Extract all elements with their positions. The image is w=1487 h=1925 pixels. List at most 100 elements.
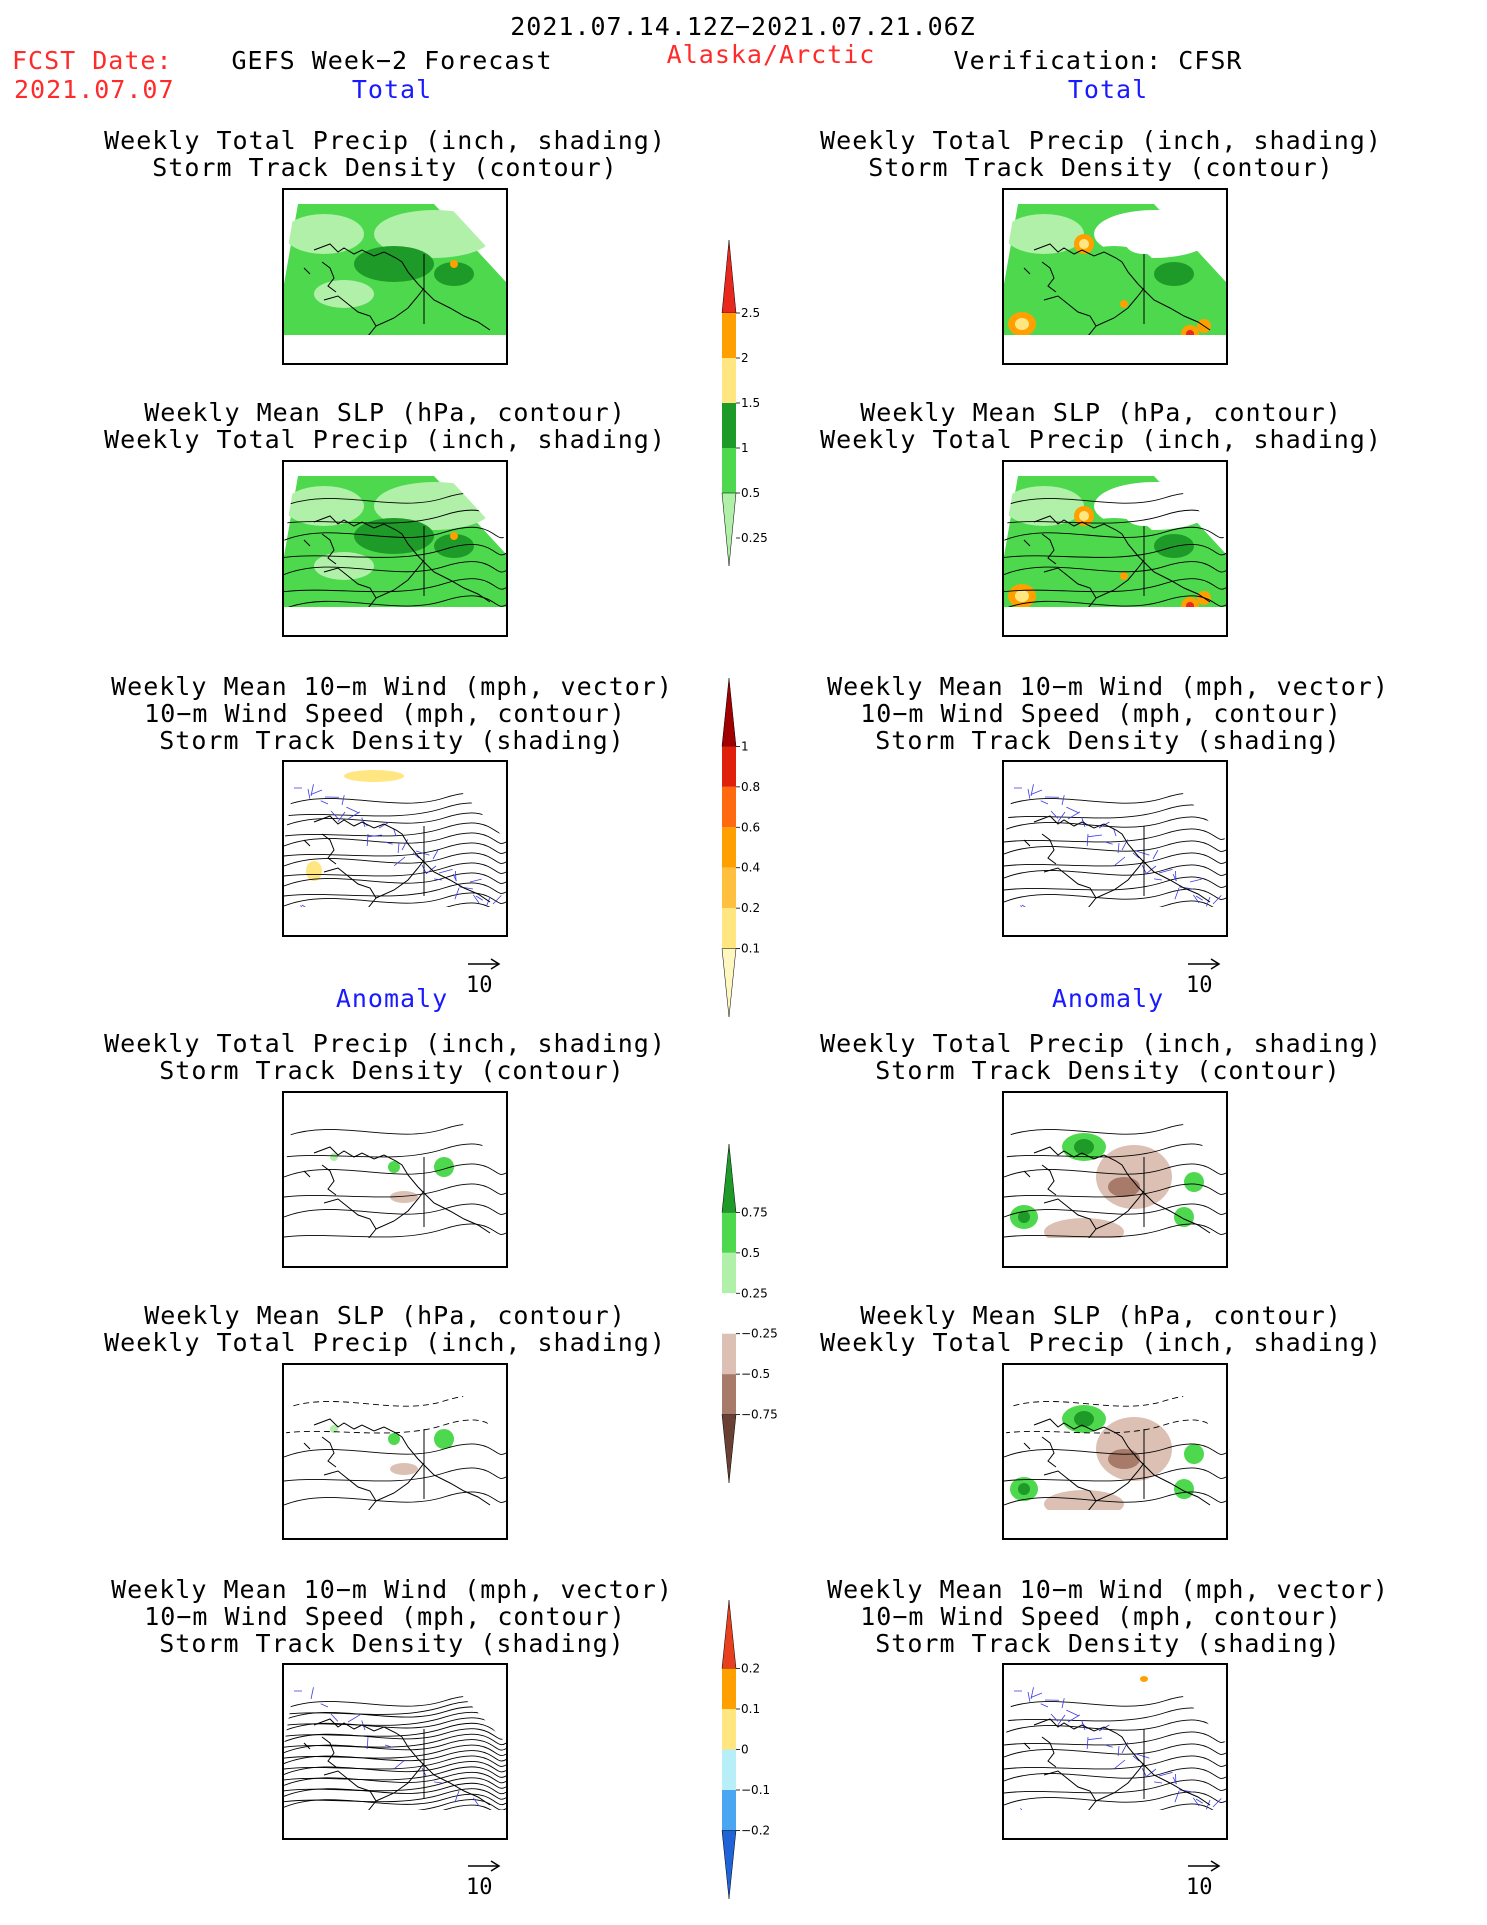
arrow-right-icon (1188, 958, 1221, 970)
contour-line (284, 1467, 506, 1482)
colorbar-label: 0.25 (741, 531, 768, 545)
wind-vector (1040, 1703, 1049, 1708)
wind-vector (454, 887, 460, 900)
wind-vector (1104, 1744, 1113, 1748)
panel-title: 10−m Wind Speed (mph, contour) (144, 1602, 626, 1631)
colorbar-swatch (722, 1212, 736, 1253)
shaded-area (1079, 511, 1089, 521)
shaded-area (1174, 1207, 1194, 1227)
contour-line (284, 561, 506, 575)
contour-line (284, 792, 506, 807)
coastline (375, 559, 425, 599)
contour-line (284, 1788, 506, 1803)
wind-vector (1172, 1776, 1177, 1785)
shaded-area (434, 534, 474, 558)
colorbar-swatch (722, 358, 736, 403)
colorbar-swatch (722, 786, 736, 828)
wind-vector (1057, 1714, 1066, 1725)
colorbar-swatch (721, 677, 737, 747)
colorbar-swatch (722, 1374, 736, 1415)
wind-vector (1088, 834, 1103, 838)
colorbar-label: 2 (741, 351, 749, 365)
contour-line (284, 544, 506, 558)
wind-vector (1206, 896, 1211, 907)
shaded-area (450, 532, 458, 540)
colorbar-label: 0.5 (741, 1246, 760, 1260)
wind-vector (1027, 1691, 1031, 1702)
colorbar-swatch (721, 492, 737, 567)
wind-vector (1135, 1753, 1150, 1759)
coastline (1023, 1436, 1057, 1468)
contour-line (284, 1804, 506, 1810)
wind-vector (1117, 842, 1120, 853)
coastline (1043, 867, 1097, 907)
coastline (313, 243, 491, 331)
wind-vector (1152, 850, 1159, 860)
panel-title: Weekly Total Precip (inch, shading) (104, 1029, 666, 1058)
wind-vector (368, 834, 383, 838)
wind-vector (301, 904, 314, 907)
wind-vector (1192, 1797, 1200, 1807)
coastline (1033, 1418, 1211, 1506)
wind-vector (483, 1814, 496, 1819)
coastline (1023, 261, 1057, 293)
contour-line (1004, 840, 1226, 855)
shaded-area (1120, 572, 1128, 580)
colorbar-label: −0.75 (741, 1408, 778, 1422)
wind-vector (393, 856, 406, 867)
coastline (323, 1470, 377, 1510)
map-total-slp-precip-forecast (282, 460, 508, 637)
wind-vector (1113, 856, 1126, 867)
wind-vector (1030, 789, 1043, 795)
contour-line (1004, 792, 1226, 807)
wind-vector (1203, 911, 1216, 916)
wind-vector (1179, 886, 1194, 890)
coastline (323, 867, 377, 907)
reference-vector-label: 10 (1186, 973, 1213, 998)
panel-title: Weekly Mean 10−m Wind (mph, vector) (827, 672, 1389, 701)
panel-title: Weekly Total Precip (inch, shading) (104, 425, 666, 454)
shaded-area (1074, 246, 1154, 282)
contour-line (1004, 828, 1226, 843)
coastline (1095, 1190, 1145, 1230)
shaded-area (1015, 590, 1029, 602)
contour-line (1004, 1491, 1226, 1506)
wind-vector (1113, 1759, 1126, 1770)
contour-line (284, 882, 506, 897)
panel-title: Storm Track Density (shading) (875, 726, 1341, 755)
shaded-area (1004, 214, 1084, 254)
contour-line (284, 1799, 506, 1810)
contour-line (284, 1761, 506, 1775)
colorbar-label: 2.5 (741, 306, 760, 320)
wind-vector (1206, 1799, 1211, 1810)
contour-line (1004, 1395, 1226, 1410)
coastline (1043, 567, 1097, 607)
colorbar-label: −0.5 (741, 1367, 770, 1381)
wind-vector (1192, 894, 1200, 904)
wind-vector (412, 852, 420, 859)
contour-line (284, 1744, 506, 1759)
coastline (1023, 533, 1057, 565)
wind-vector (1086, 833, 1089, 846)
wind-vector (320, 1703, 329, 1708)
colorbar-swatch (721, 1414, 737, 1484)
colorbar-label: 0.8 (741, 780, 760, 794)
reference-vector: 10 (1186, 1854, 1222, 1900)
wind-vector (341, 795, 345, 806)
shaded-area (1186, 602, 1194, 607)
coastline (303, 533, 337, 565)
contour-line (1004, 526, 1226, 541)
panel-title: Storm Track Density (contour) (159, 1056, 625, 1085)
contour-line (284, 1443, 506, 1458)
map-anomaly-wind-track-forecast (282, 1663, 508, 1840)
shaded-area (1140, 1676, 1148, 1682)
shaded-area (1184, 1444, 1204, 1464)
map-total-wind-track-forecast (282, 760, 508, 937)
map-anomaly-slp-precip-forecast (282, 1363, 508, 1540)
arrow-right-icon (468, 1860, 501, 1872)
colorbar-swatch (722, 1709, 736, 1750)
shaded-area (388, 1161, 400, 1173)
wind-vector (1203, 1814, 1216, 1819)
colorbar-swatch (722, 908, 736, 949)
coastline (1033, 1146, 1211, 1234)
